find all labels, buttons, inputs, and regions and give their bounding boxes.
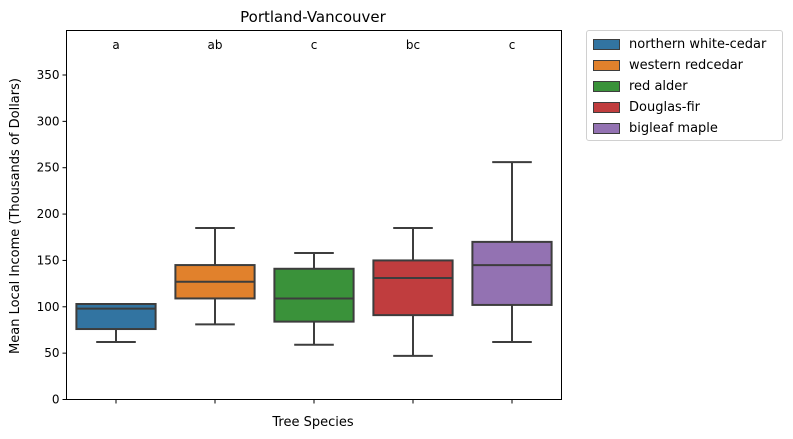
- x-axis-label: Tree Species: [271, 415, 353, 430]
- y-tick-label: 0: [52, 393, 60, 407]
- legend-swatch: [593, 38, 620, 50]
- legend-item-red-alder: red alder: [593, 77, 688, 95]
- legend-swatch: [593, 122, 620, 134]
- legend-swatch: [593, 101, 620, 113]
- plot-area-frame: [66, 30, 562, 400]
- legend-label: red alder: [629, 78, 688, 94]
- legend-item-bigleaf-maple: bigleaf maple: [593, 119, 718, 137]
- group-letter: bc: [406, 38, 420, 52]
- legend-item-northern-white-cedar: northern white-cedar: [593, 35, 766, 53]
- box-douglas-fir: [372, 259, 454, 317]
- legend: northern white-cedar western redcedar re…: [586, 30, 783, 141]
- y-tick-label: 250: [37, 161, 60, 175]
- y-tick-label: 100: [37, 300, 60, 314]
- box-bigleaf-maple: [471, 240, 553, 306]
- y-tick-label: 150: [37, 253, 60, 267]
- y-tick-label: 200: [37, 207, 60, 221]
- group-letter: c: [509, 38, 516, 52]
- legend-swatch: [593, 80, 620, 92]
- y-axis-label: Mean Local Income (Thousands of Dollars): [8, 78, 23, 354]
- y-tick-label: 350: [37, 68, 60, 82]
- legend-label: western redcedar: [629, 57, 744, 73]
- legend-item-western-redcedar: western redcedar: [593, 56, 743, 74]
- y-tick-label: 300: [37, 114, 60, 128]
- legend-label: Douglas-fir: [629, 99, 701, 115]
- group-letter: ab: [208, 38, 223, 52]
- y-tick-label: 50: [44, 346, 59, 360]
- chart-title: Portland-Vancouver: [240, 8, 386, 26]
- legend-item-douglas-fir: Douglas-fir: [593, 98, 700, 116]
- legend-label: bigleaf maple: [629, 120, 718, 136]
- legend-swatch: [593, 59, 620, 71]
- legend-label: northern white-cedar: [629, 36, 767, 52]
- box-red-alder: [273, 267, 355, 323]
- group-letter: a: [112, 38, 119, 52]
- group-letter: c: [311, 38, 318, 52]
